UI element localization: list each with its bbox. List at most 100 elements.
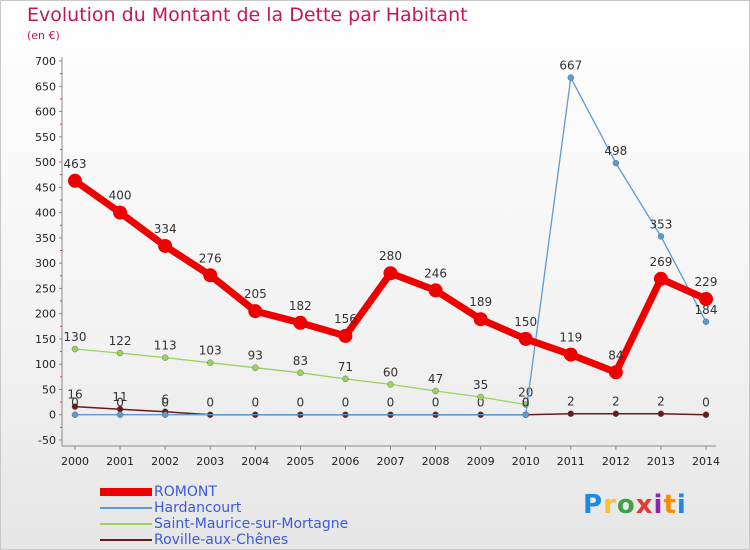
y-tick-label: 400 <box>35 207 56 220</box>
data-label: 11 <box>112 390 127 404</box>
data-point <box>116 411 124 418</box>
y-tick-label: 450 <box>35 181 56 194</box>
data-label: 130 <box>64 330 87 344</box>
data-point <box>252 364 259 371</box>
x-tick-label: 2001 <box>106 455 134 468</box>
data-label: 119 <box>559 331 582 345</box>
data-point <box>612 159 620 167</box>
data-label: 0 <box>702 396 710 410</box>
x-tick-label: 2010 <box>512 455 540 468</box>
data-point <box>338 328 353 343</box>
x-tick-label: 2006 <box>331 455 359 468</box>
series-line <box>74 77 707 416</box>
legend-label: Roville-aux-Chênes <box>154 532 289 548</box>
y-tick-label: 200 <box>35 308 56 321</box>
data-label: 2 <box>567 395 575 409</box>
data-label: 0 <box>297 396 305 410</box>
y-tick-label: 700 <box>35 55 56 68</box>
x-tick-label: 2009 <box>467 455 495 468</box>
data-point <box>567 74 574 81</box>
logo-letter: t <box>663 490 677 520</box>
data-label: 189 <box>469 295 492 309</box>
data-label: 0 <box>251 396 259 410</box>
data-label: 47 <box>428 372 443 386</box>
y-tick-label: 550 <box>35 131 56 144</box>
legend-swatch <box>100 507 152 509</box>
data-point <box>297 369 304 376</box>
data-point <box>702 318 710 325</box>
x-tick-label: 2002 <box>151 455 179 468</box>
data-point <box>293 315 308 330</box>
x-tick-label: 2011 <box>557 455 585 468</box>
data-label: 71 <box>338 360 353 374</box>
data-point <box>248 304 263 319</box>
data-label: 276 <box>199 251 222 265</box>
data-label: 2 <box>612 395 620 409</box>
data-point <box>699 292 713 307</box>
data-point <box>161 354 169 361</box>
data-point <box>207 359 214 366</box>
x-tick-label: 2013 <box>647 455 675 468</box>
data-label: 182 <box>289 299 312 313</box>
data-point <box>342 375 349 383</box>
data-label: 84 <box>608 348 623 362</box>
data-label: 280 <box>379 249 402 263</box>
legend-swatch <box>100 539 152 541</box>
data-label: 400 <box>109 189 132 203</box>
data-point <box>432 387 439 395</box>
data-label: 334 <box>154 222 177 236</box>
x-tick-label: 2012 <box>602 455 630 468</box>
data-point <box>113 205 128 220</box>
y-tick-label: -50 <box>38 434 56 447</box>
logo-letter: i <box>653 490 664 520</box>
data-point <box>71 403 79 410</box>
legend: ROMONT Hardancourt Saint-Maurice-sur-Morta… <box>100 484 348 548</box>
data-point <box>522 411 529 418</box>
data-point <box>428 283 443 298</box>
data-label: 35 <box>473 378 488 392</box>
data-point <box>657 410 665 417</box>
data-point <box>383 266 398 281</box>
data-point <box>71 345 79 353</box>
data-label: 269 <box>649 255 672 269</box>
logo-letter: o <box>616 490 636 520</box>
unit-label: (en €) <box>27 29 60 42</box>
logo-letter: i <box>676 490 687 520</box>
legend-item: ROMONT <box>100 484 348 500</box>
y-tick-label: 150 <box>35 333 56 346</box>
data-point <box>608 365 623 380</box>
data-point <box>387 381 394 388</box>
proxiti-logo: Proxiti <box>583 490 687 520</box>
y-tick-label: 600 <box>35 106 56 119</box>
data-label: 246 <box>424 266 447 280</box>
chart-title: Evolution du Montant de la Dette par Hab… <box>27 4 468 26</box>
y-tick-label: 650 <box>35 80 56 93</box>
data-label: 184 <box>695 303 718 317</box>
data-point <box>116 349 124 357</box>
legend-label: ROMONT <box>154 484 217 500</box>
data-point <box>68 173 82 188</box>
data-label: 229 <box>695 275 718 289</box>
x-tick-label: 2004 <box>241 455 269 468</box>
legend-item: Hardancourt <box>100 500 348 516</box>
x-tick-label: 2007 <box>377 455 405 468</box>
data-point <box>203 268 218 283</box>
x-tick-label: 2005 <box>286 455 314 468</box>
x-tick-label: 2014 <box>692 455 720 468</box>
data-label: 113 <box>154 339 177 353</box>
data-label: 353 <box>649 217 672 231</box>
data-label: 0 <box>522 396 530 410</box>
data-point <box>563 347 578 362</box>
data-point <box>702 411 710 418</box>
data-label: 122 <box>109 334 132 348</box>
legend-swatch <box>100 523 152 525</box>
data-point <box>612 410 620 417</box>
data-label: 498 <box>604 144 627 158</box>
data-point <box>158 238 173 253</box>
data-point <box>567 410 574 417</box>
legend-item: Roville-aux-Chênes <box>100 532 348 548</box>
y-tick-label: 500 <box>35 156 56 169</box>
legend-item: Saint-Maurice-sur-Mortagne <box>100 516 348 532</box>
data-point <box>657 233 665 240</box>
data-label: 463 <box>64 157 87 171</box>
